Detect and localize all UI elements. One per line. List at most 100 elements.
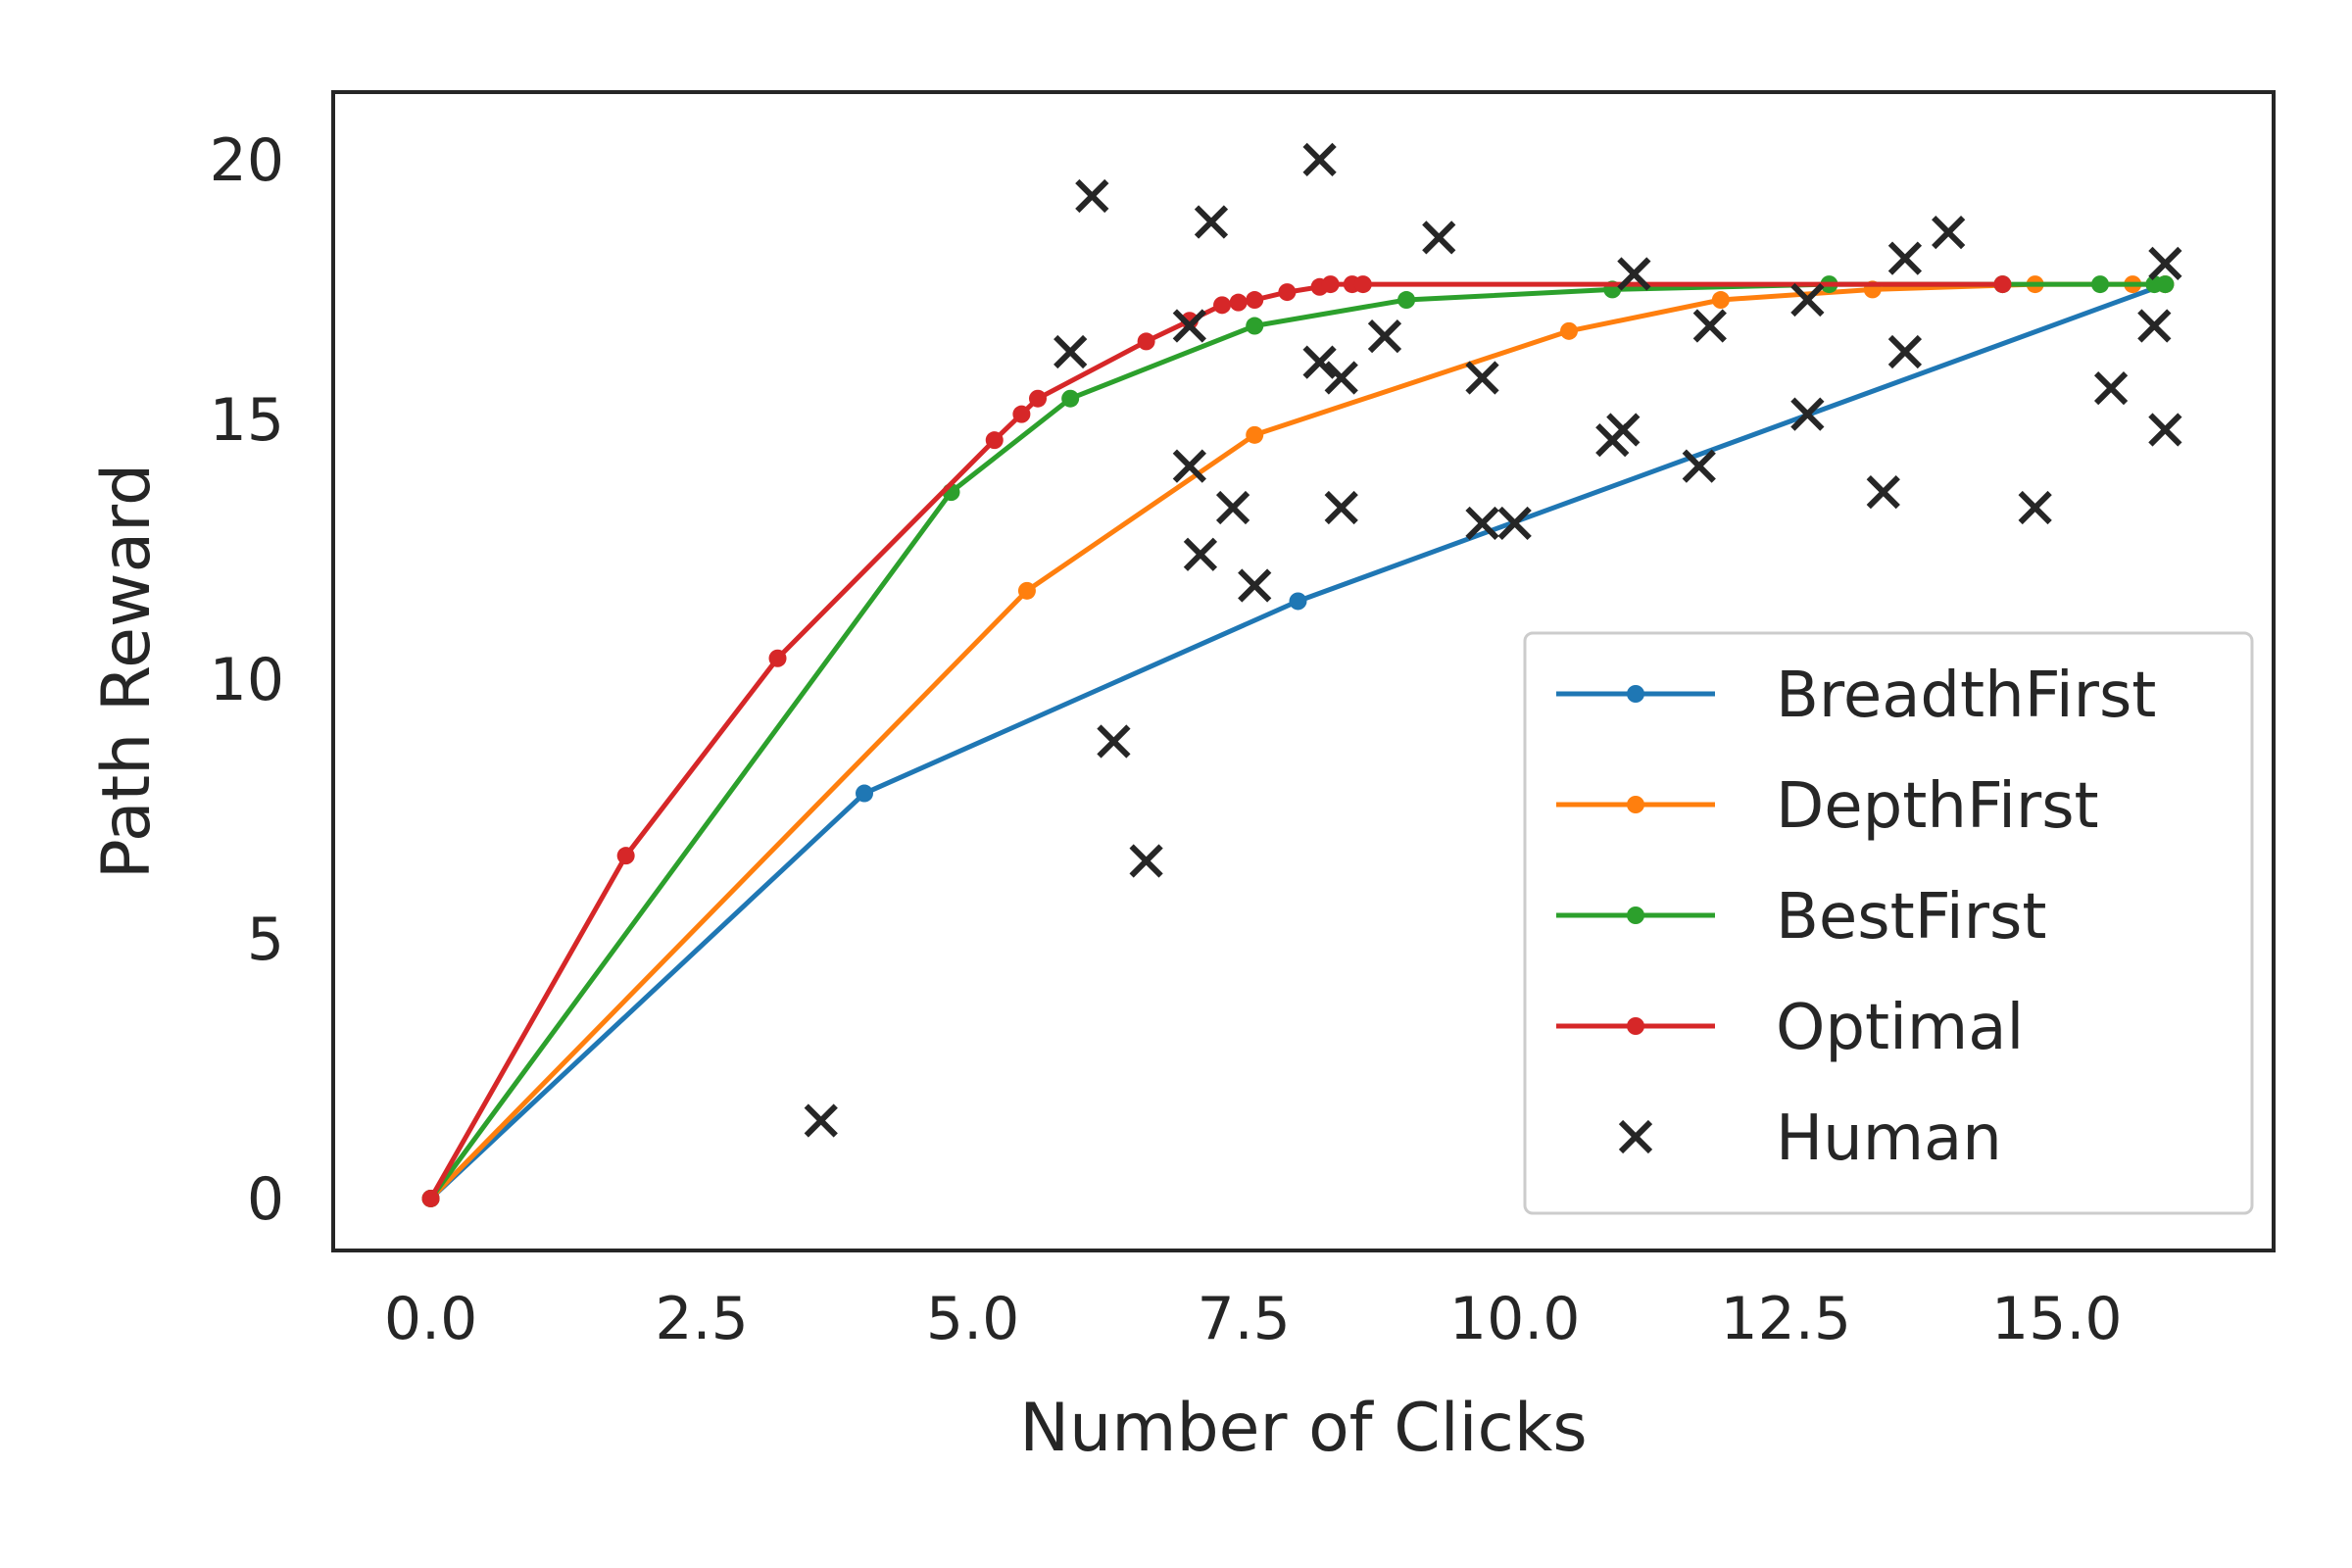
series-human-point bbox=[2093, 371, 2129, 406]
series-human-point bbox=[1465, 506, 1499, 541]
series-human-point bbox=[1194, 205, 1229, 239]
series-human-point-stroke-b bbox=[1238, 568, 1272, 603]
series-bestfirst-point bbox=[1061, 389, 1080, 408]
series-human-point bbox=[1324, 361, 1358, 395]
series-human-point bbox=[1866, 475, 1900, 510]
legend-entry-breadthfirst: BreadthFirst bbox=[1556, 660, 2156, 732]
series-human-point-stroke-b bbox=[1866, 475, 1900, 510]
legend-entry-bestfirst-marker bbox=[1627, 906, 1644, 924]
legend-entry-depthfirst-marker bbox=[1627, 796, 1644, 813]
series-human-point bbox=[2148, 413, 2182, 447]
series-human-point bbox=[1887, 334, 1923, 369]
y-tick-label: 15 bbox=[210, 386, 284, 455]
series-human-point-stroke-b bbox=[1932, 215, 1966, 250]
y-tick-label: 0 bbox=[247, 1165, 284, 1234]
series-optimal bbox=[421, 275, 2012, 1207]
series-human-point-stroke-b bbox=[1617, 257, 1651, 291]
legend-entry-depthfirst-label: DepthFirst bbox=[1776, 770, 2099, 843]
series-human-point bbox=[1054, 334, 1088, 369]
legend-entry-human-marker bbox=[1618, 1119, 1653, 1154]
series-human-point bbox=[1682, 449, 1716, 483]
series-human-point-stroke-b bbox=[1692, 309, 1727, 343]
series-bestfirst-point bbox=[2091, 275, 2110, 294]
series-human-point bbox=[2148, 246, 2182, 281]
series-optimal-point bbox=[768, 649, 787, 667]
series-human-point bbox=[1887, 241, 1923, 275]
series-human-point-stroke-b bbox=[1324, 361, 1358, 395]
series-human-point-stroke-b bbox=[1887, 241, 1923, 275]
x-tick-label: 5.0 bbox=[926, 1285, 1019, 1353]
series-human-point-stroke-b bbox=[1097, 724, 1131, 759]
series-human-point bbox=[2018, 490, 2052, 525]
series-optimal-point bbox=[1246, 291, 1264, 310]
series-optimal-point bbox=[1213, 296, 1232, 315]
series-human-point bbox=[1172, 309, 1206, 343]
series-human-point bbox=[1097, 724, 1131, 759]
series-human-point bbox=[1932, 215, 1966, 250]
legend-entry-human-label: Human bbox=[1776, 1102, 2002, 1175]
series-human-point-stroke-b bbox=[804, 1103, 838, 1138]
y-axis-label: Path Reward bbox=[88, 464, 166, 879]
legend-entry-optimal: Optimal bbox=[1556, 992, 2024, 1064]
legend-entry-bestfirst: BestFirst bbox=[1556, 881, 2046, 954]
series-human-point bbox=[1324, 490, 1358, 525]
series-human-point bbox=[1367, 318, 1402, 354]
series-human-point-stroke-b bbox=[1682, 449, 1716, 483]
y-tick-label: 20 bbox=[210, 126, 284, 195]
series-human-point bbox=[1129, 844, 1163, 878]
series-human-point-stroke-b bbox=[1215, 490, 1250, 525]
series-optimal-point bbox=[1229, 293, 1248, 312]
series-optimal-point bbox=[421, 1189, 440, 1207]
series-human-point-stroke-b bbox=[1183, 537, 1218, 571]
series-layer bbox=[421, 142, 2182, 1207]
series-human-point bbox=[1465, 361, 1499, 395]
series-optimal-point bbox=[616, 847, 635, 865]
series-human-point-stroke-b bbox=[1465, 506, 1499, 541]
tick-layer: 0.0 2.5 5.0 7.5 10.0 12.5 15.0 0 5 10 15 20 bbox=[210, 126, 2123, 1353]
series-depthfirst-point bbox=[1017, 581, 1036, 600]
series-human-point-stroke-b bbox=[1302, 345, 1337, 379]
series-human-point bbox=[2137, 309, 2172, 343]
legend-entry-human: Human bbox=[1618, 1102, 2002, 1175]
x-tick-label: 7.5 bbox=[1197, 1285, 1290, 1353]
series-human-point-stroke-b bbox=[1054, 334, 1088, 369]
series-breadthfirst-point bbox=[1289, 592, 1307, 611]
legend-entry-human-marker-stroke-b bbox=[1618, 1119, 1653, 1154]
series-optimal-point bbox=[1321, 275, 1340, 294]
x-tick-label: 2.5 bbox=[655, 1285, 748, 1353]
series-human-point-stroke-b bbox=[1129, 844, 1163, 878]
legend-entry-breadthfirst-label: BreadthFirst bbox=[1776, 660, 2156, 732]
series-human-point bbox=[1497, 506, 1532, 541]
series-human-point-stroke-b bbox=[1302, 142, 1337, 177]
x-tick-label: 15.0 bbox=[1991, 1285, 2123, 1353]
series-optimal-point bbox=[1278, 283, 1297, 302]
series-optimal-point bbox=[1993, 275, 2012, 294]
y-tick-label: 10 bbox=[210, 646, 284, 714]
series-human-point bbox=[1075, 178, 1109, 214]
y-tick-label: 5 bbox=[247, 906, 284, 974]
series-human-point bbox=[1790, 282, 1825, 318]
series-human-point-stroke-b bbox=[1194, 205, 1229, 239]
series-bestfirst-point bbox=[1397, 291, 1416, 310]
series-human-point bbox=[1606, 413, 1641, 447]
series-human-point-stroke-b bbox=[1422, 220, 1456, 255]
series-human-point bbox=[1790, 397, 1825, 431]
series-bestfirst-point bbox=[2156, 275, 2175, 294]
series-human-point-stroke-b bbox=[1887, 334, 1923, 369]
series-bestfirst-point bbox=[1246, 317, 1264, 335]
series-depthfirst-point bbox=[1711, 291, 1730, 310]
x-tick-label: 0.0 bbox=[384, 1285, 477, 1353]
series-human-point-stroke-b bbox=[1790, 397, 1825, 431]
series-optimal-point bbox=[1012, 405, 1031, 423]
series-breadthfirst-point bbox=[856, 784, 874, 803]
legend-entry-optimal-marker bbox=[1627, 1017, 1644, 1035]
x-tick-label: 10.0 bbox=[1449, 1285, 1581, 1353]
series-human-point bbox=[1183, 537, 1218, 571]
legend-entry-depthfirst: DepthFirst bbox=[1556, 770, 2099, 843]
series-human-point-stroke-b bbox=[2148, 413, 2182, 447]
legend-entry-optimal-label: Optimal bbox=[1776, 992, 2024, 1064]
series-human-point-stroke-b bbox=[1606, 413, 1641, 447]
series-human-point-stroke-b bbox=[2137, 309, 2172, 343]
series-human-point bbox=[1617, 257, 1651, 291]
